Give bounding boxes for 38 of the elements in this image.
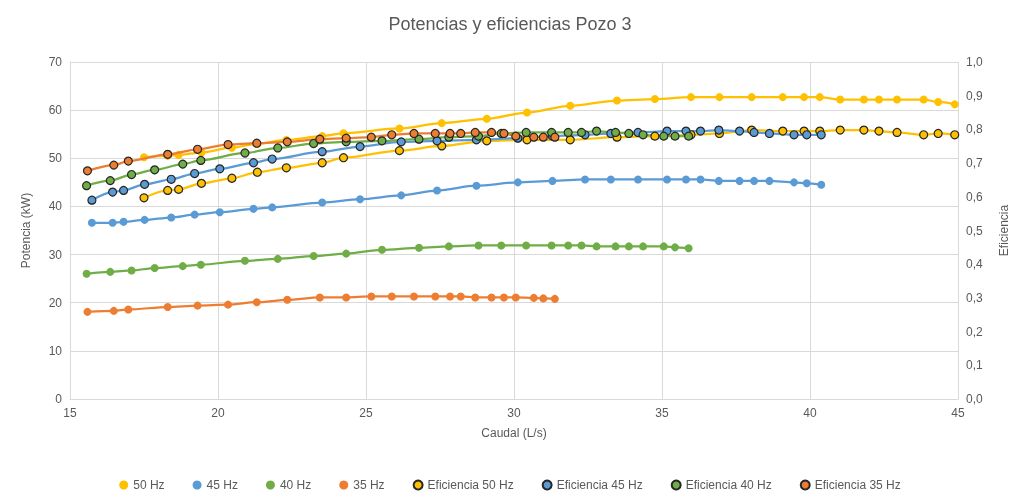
legend-label: 40 Hz xyxy=(279,478,312,492)
x-tick-label: 20 xyxy=(211,406,225,420)
legend-label: 45 Hz xyxy=(206,478,238,492)
y2-tick-label: 0,3 xyxy=(966,290,984,305)
legend-label: Eficiencia 35 Hz xyxy=(814,478,901,492)
y2-tick-label: 0,4 xyxy=(966,257,984,272)
y-tick-label: 50 xyxy=(48,151,63,166)
y2-tick-label: 1,0 xyxy=(966,55,984,69)
y-axis-title: Potencia (kW) xyxy=(19,192,33,269)
y2-axis-title: Eficiencia xyxy=(997,204,1011,257)
chart-title: Potencias y eficiencias Pozo 3 xyxy=(388,14,632,34)
x-tick-label: 35 xyxy=(655,406,669,420)
x-tick-label: 45 xyxy=(951,406,965,420)
x-tick-label: 30 xyxy=(507,406,521,420)
legend-label: 35 Hz xyxy=(353,478,385,492)
y2-tick-label: 0,5 xyxy=(966,223,984,238)
y-tick-label: 10 xyxy=(48,343,63,358)
y-tick-label: 20 xyxy=(48,295,63,310)
x-tick-label: 40 xyxy=(803,406,817,420)
x-tick-label: 25 xyxy=(359,406,373,420)
y2-tick-label: 0,9 xyxy=(966,88,984,103)
y2-tick-label: 0,0 xyxy=(966,392,984,406)
y-tick-label: 40 xyxy=(48,199,63,214)
legend-label: Eficiencia 50 Hz xyxy=(427,478,514,492)
x-axis-title: Caudal (L/s) xyxy=(481,426,547,440)
y2-tick-label: 0,8 xyxy=(966,122,984,137)
legend-label: Eficiencia 45 Hz xyxy=(556,478,643,492)
y-tick-label: 60 xyxy=(48,103,63,118)
y2-tick-label: 0,6 xyxy=(966,189,984,204)
legend-label: Eficiencia 40 Hz xyxy=(685,478,772,492)
y-tick-label: 0 xyxy=(55,392,63,406)
y2-tick-label: 0,1 xyxy=(966,358,984,373)
y-tick-label: 30 xyxy=(48,247,63,262)
y-tick-label: 70 xyxy=(48,55,63,69)
y2-tick-label: 0,7 xyxy=(966,156,984,171)
legend-label: 50 Hz xyxy=(133,478,165,492)
y2-tick-label: 0,2 xyxy=(966,324,984,339)
x-tick-label: 15 xyxy=(63,406,77,420)
